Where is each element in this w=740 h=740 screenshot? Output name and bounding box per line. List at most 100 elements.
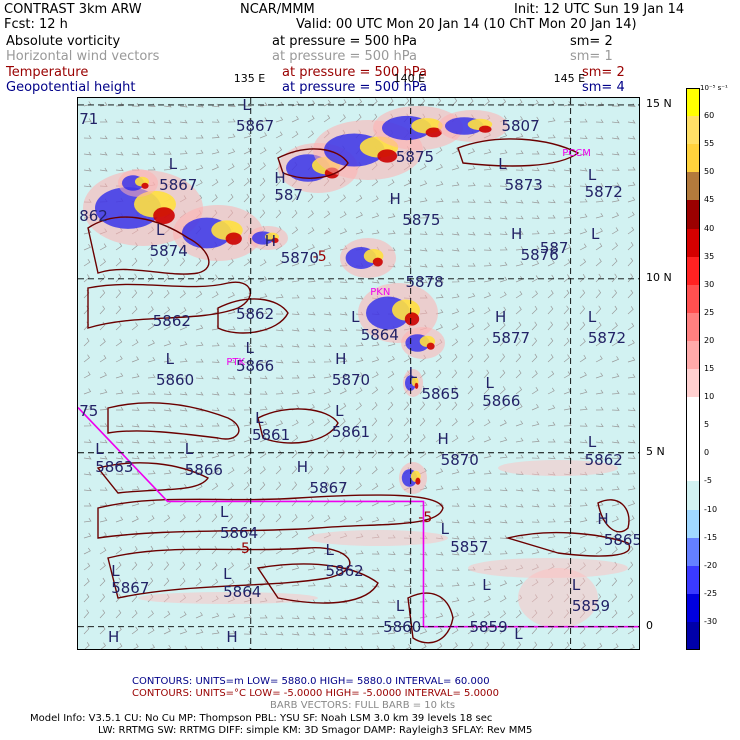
height-contour-label: 5859	[571, 596, 610, 615]
coastline-0	[87, 216, 210, 275]
vorticity-peak-core	[404, 312, 420, 326]
height-label-fragment: 5807	[501, 116, 540, 135]
contours-height-info: CONTOURS: UNITS=m LOW= 5880.0 HIGH= 5880…	[132, 676, 490, 687]
high-low-marker: L	[335, 402, 344, 421]
temperature-contour-label: -5	[235, 541, 250, 558]
field-name-2: Temperature	[6, 65, 89, 80]
high-low-marker: H	[335, 349, 347, 368]
height-contour-label: 5866	[482, 391, 521, 410]
longitude-label: 140 E	[393, 72, 426, 85]
high-low-marker: H	[389, 189, 401, 208]
coastline-10	[457, 138, 580, 167]
colorbar-tick-label: 30	[704, 279, 715, 289]
height-contour-label: 5867	[309, 478, 348, 497]
height-label-fragment: 587	[274, 186, 303, 205]
colorbar-segment	[686, 369, 700, 398]
high-low-marker: L	[111, 562, 120, 580]
vorticity-peak-core	[141, 182, 149, 189]
colorbar-tick-label: -20	[704, 560, 718, 570]
height-contour-label: 5867	[235, 116, 275, 135]
height-contour-label: 5864	[223, 582, 262, 601]
center-name: NCAR/MMM	[240, 2, 315, 17]
colorbar-segment	[686, 144, 700, 173]
height-label-fragment: 862	[79, 207, 108, 226]
colorbar-segment	[686, 284, 700, 314]
high-low-marker: L	[498, 155, 507, 174]
vorticity-peak-core	[478, 125, 492, 133]
field-name-1: Horizontal wind vectors	[6, 49, 160, 64]
height-contour-label: 5870	[331, 370, 371, 389]
vorticity-peak-core	[153, 207, 175, 224]
map-drawing	[78, 98, 639, 649]
colorbar-tick-label: -30	[704, 616, 718, 626]
product-title: CONTRAST 3km ARW	[4, 2, 142, 17]
height-contour-label: 5864	[219, 523, 259, 542]
field-name-0: Absolute vorticity	[6, 34, 121, 49]
height-contour-label: 5857	[450, 537, 489, 556]
high-low-marker: L	[587, 433, 597, 452]
high-low-marker: L	[165, 349, 174, 368]
height-contour-label: 5862	[584, 450, 623, 469]
colorbar-segment	[686, 453, 700, 482]
height-contour-label: 5866	[235, 356, 275, 375]
colorbar-unit: 10⁻⁵ s⁻¹	[700, 84, 728, 92]
colorbar-segment	[686, 256, 700, 286]
coastline-12	[407, 592, 454, 644]
high-low-marker: L	[325, 541, 334, 560]
model-info-line2: LW: RRTMG SW: RRTMG DIFF: simple KM: 3D …	[98, 725, 533, 736]
colorbar-tick-label: -10	[704, 504, 718, 514]
colorbar-tick-label: 0	[704, 448, 710, 458]
coastline-9	[277, 148, 349, 179]
height-contour-label: 5875	[402, 210, 441, 229]
vorticity-peak-core	[415, 477, 421, 485]
height-contour-label: 5861	[251, 426, 291, 445]
colorbar-segment	[686, 200, 700, 229]
colorbar-segment	[686, 537, 700, 567]
wind-barb-field	[83, 98, 636, 649]
high-low-marker: L	[482, 575, 491, 594]
contours-temperature-info: CONTOURS: UNITS=°C LOW= -5.0000 HIGH= -5…	[132, 688, 500, 699]
colorbar-segment	[686, 565, 700, 595]
high-low-marker: L	[219, 502, 229, 521]
vorticity-peak-core	[377, 149, 398, 163]
colorbar-tick-label: -5	[704, 476, 712, 486]
colorbar-tick-label: 15	[704, 364, 715, 373]
station-label: PTK	[226, 356, 246, 368]
height-contour-label: 5878	[405, 273, 444, 292]
colorbar-segment	[686, 509, 700, 539]
valid-time: Valid: 00 UTC Mon 20 Jan 14 (10 ChT Mon …	[296, 17, 637, 32]
height-contour-label: 5874	[149, 242, 188, 261]
latitude-label: 15 N	[646, 96, 672, 110]
vorticity-peak-core	[426, 342, 435, 350]
height-contour-label: 5876	[520, 245, 559, 264]
height-contour-label: 5861	[331, 422, 371, 441]
high-low-marker: H	[296, 457, 308, 476]
high-low-marker: L	[351, 308, 360, 327]
colorbar-segment	[686, 340, 700, 370]
colorbar-frame	[686, 88, 700, 650]
height-contour-label: 5860	[383, 617, 422, 636]
height-contour-label: 5872	[584, 182, 623, 201]
height-contour-label: 5859	[469, 617, 508, 636]
colorbar-tick-label: 10	[704, 392, 715, 402]
model-info-line1: Model Info: V3.5.1 CU: No Cu MP: Thompso…	[30, 713, 493, 724]
vorticity-streak	[498, 460, 618, 476]
high-low-marker: H	[264, 231, 276, 250]
height-contour-label: 5866	[184, 461, 223, 480]
field-smoothing-2: sm= 2	[582, 65, 625, 80]
vorticity-peak-core	[271, 237, 279, 244]
high-low-marker: L	[485, 374, 494, 393]
high-low-marker: H	[107, 628, 120, 647]
colorbar-segment	[686, 116, 700, 145]
vorticity-peak-core	[372, 257, 383, 267]
colorbar-tick-label: 45	[704, 195, 715, 205]
high-low-marker: L	[95, 440, 104, 459]
barb-vector-info: BARB VECTORS: FULL BARB = 10 kts	[270, 700, 456, 711]
high-low-marker: H	[274, 168, 286, 187]
colorbar-tick-label: -25	[704, 588, 718, 598]
height-contour-label: 5877	[491, 328, 531, 347]
height-contour-label: 5867	[111, 579, 150, 598]
colorbar-tick-label: 40	[704, 223, 715, 233]
colorbar-segment	[686, 425, 700, 454]
colorbar-tick-label: 5	[704, 420, 710, 430]
